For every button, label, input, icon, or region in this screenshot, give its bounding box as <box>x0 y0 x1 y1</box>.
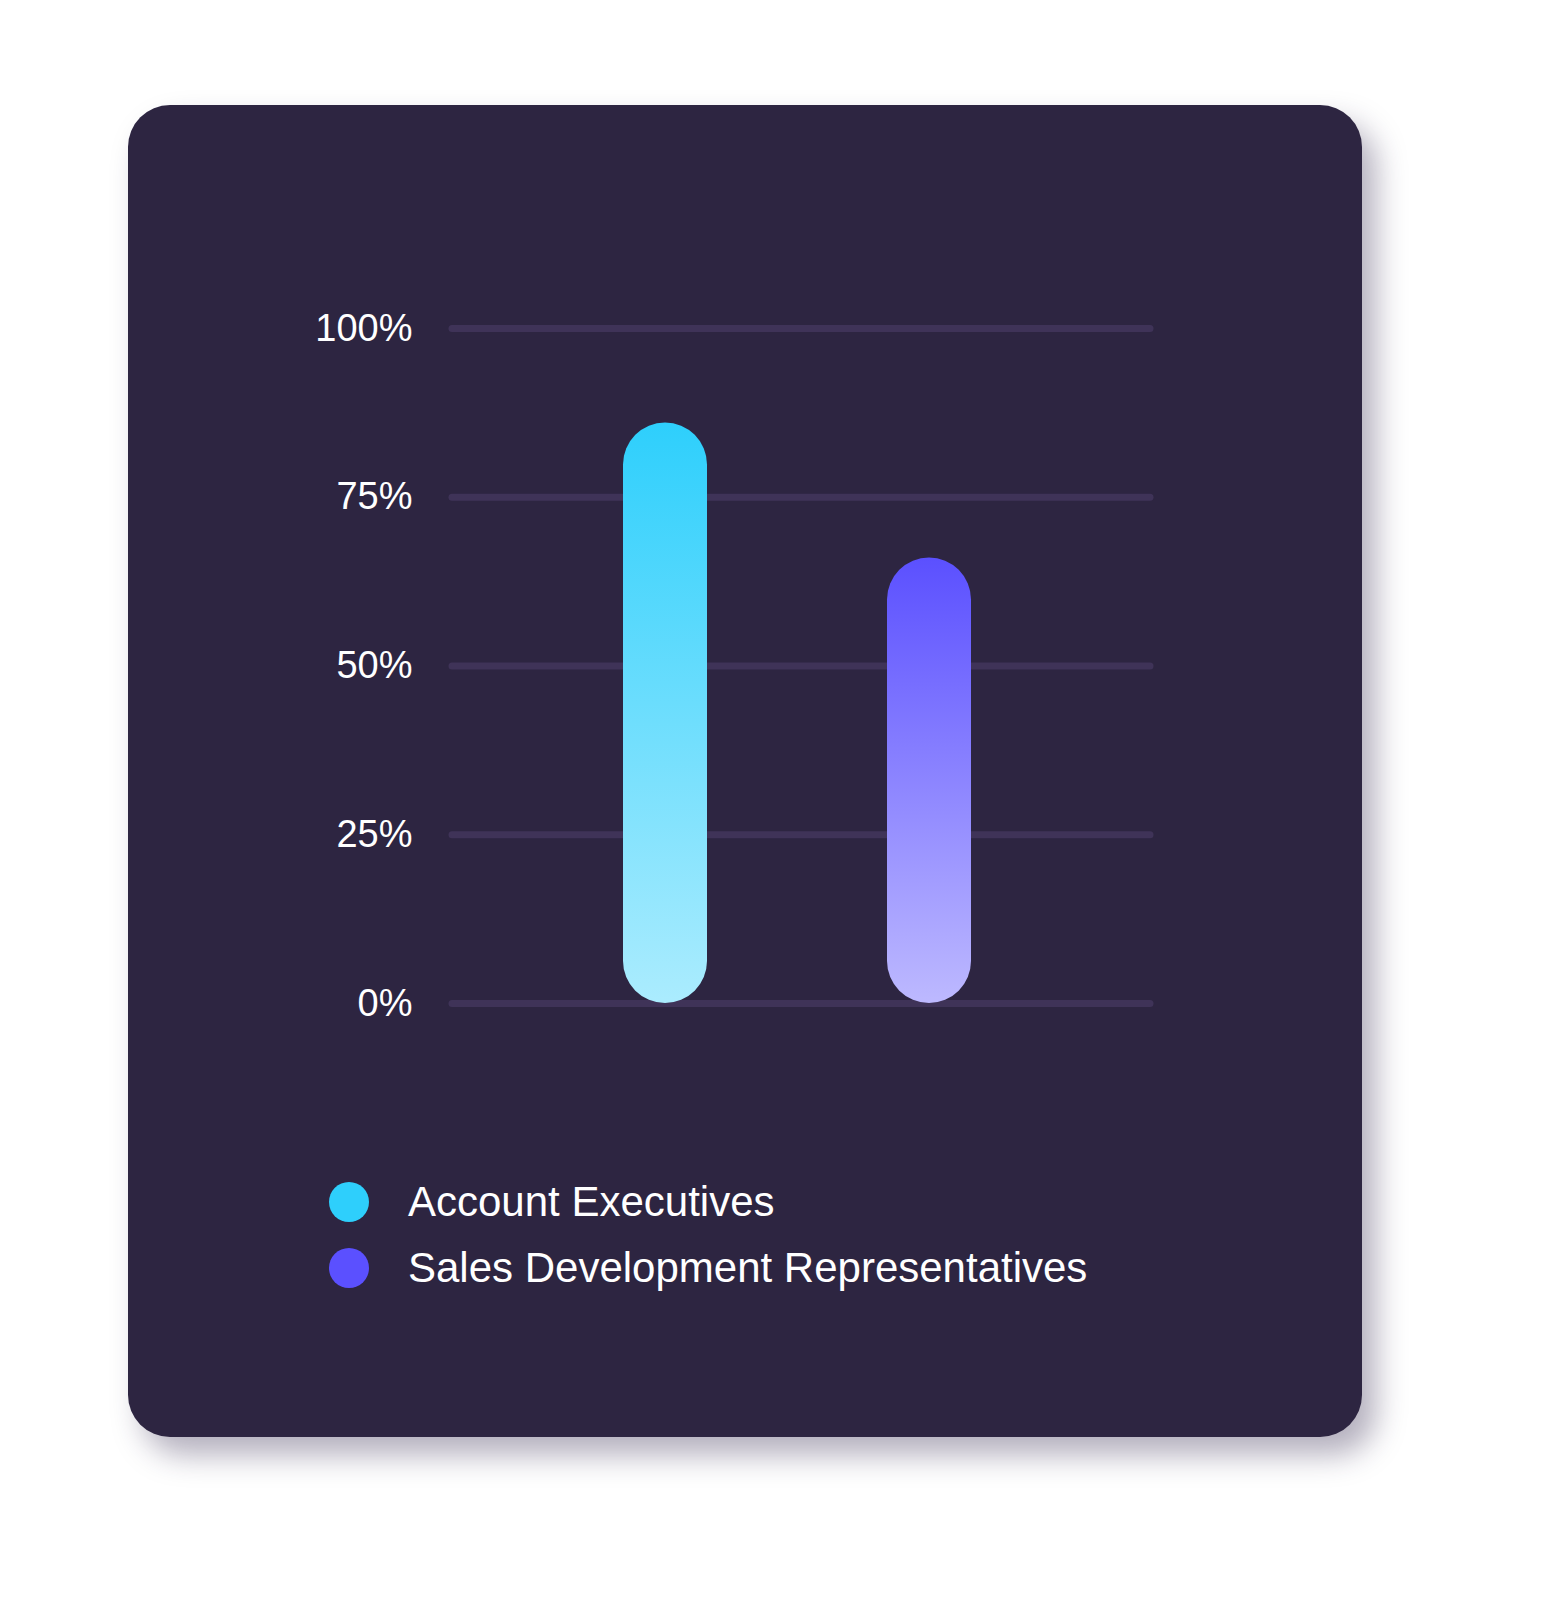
svg-text:50%: 50% <box>336 644 412 686</box>
svg-text:25%: 25% <box>336 813 412 855</box>
svg-text:0%: 0% <box>358 982 413 1024</box>
html-text:Sales Development Representati: Sales Development Representatives <box>408 1244 1088 1291</box>
html-text:Account Executives: Account Executives <box>408 1178 775 1225</box>
svg-text:75%: 75% <box>336 475 412 517</box>
svg-text:100%: 100% <box>315 307 412 349</box>
